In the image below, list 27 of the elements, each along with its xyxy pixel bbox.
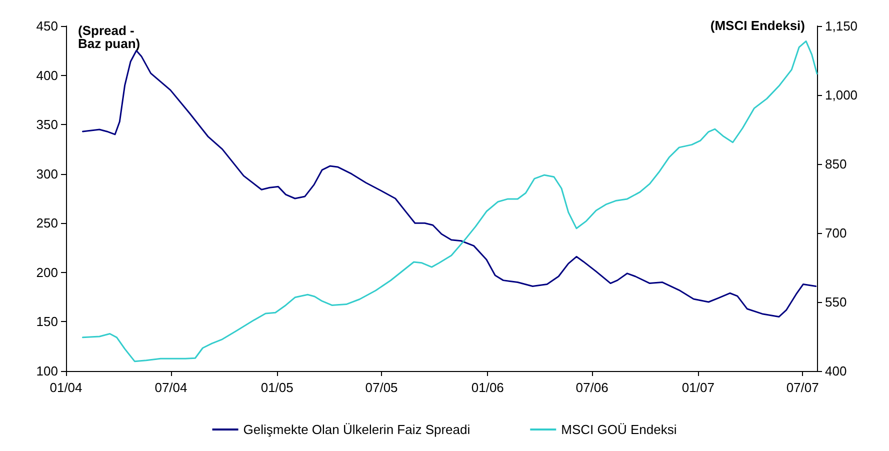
y-tick-label: 100 [36, 364, 58, 378]
legend-label: MSCI GOÜ Endeksi [561, 422, 677, 437]
line-series [82, 50, 817, 318]
y-tick-label: 350 [36, 117, 58, 132]
y-tick-label: 250 [36, 216, 58, 231]
y-tick-label: 400 [36, 68, 58, 83]
x-tick-label: 07/06 [576, 380, 608, 395]
x-tick-label: 07/07 [786, 380, 819, 395]
x-tick-label: 07/04 [154, 380, 188, 395]
y2-tick-label: 1,150 [825, 18, 858, 34]
y2-tick-label: 400 [825, 364, 847, 378]
y2-tick-label: 700 [825, 226, 847, 240]
y2-axis-title: (MSCI Endeksi) [710, 18, 805, 33]
y-tick-label: 200 [36, 264, 58, 280]
y-tick-label: 300 [36, 166, 58, 182]
x-tick-label: 01/07 [682, 380, 714, 395]
y2-tick-label: 850 [825, 156, 847, 172]
legend-label: Gelişmekte Olan Ülkelerin Faiz Spreadi [243, 422, 470, 437]
y-tick-label: 450 [36, 18, 58, 34]
x-tick-label: 07/05 [365, 380, 398, 395]
y2-tick-label: 1,000 [825, 88, 858, 102]
x-tick-label: 01/04 [50, 380, 82, 395]
x-tick-label: 01/05 [260, 380, 294, 395]
y2-tick-label: 550 [825, 294, 847, 310]
y-tick-label: 150 [36, 314, 58, 330]
x-tick-label: 01/06 [471, 380, 504, 395]
y-axis-title: (Spread - Baz puan) [78, 23, 140, 51]
